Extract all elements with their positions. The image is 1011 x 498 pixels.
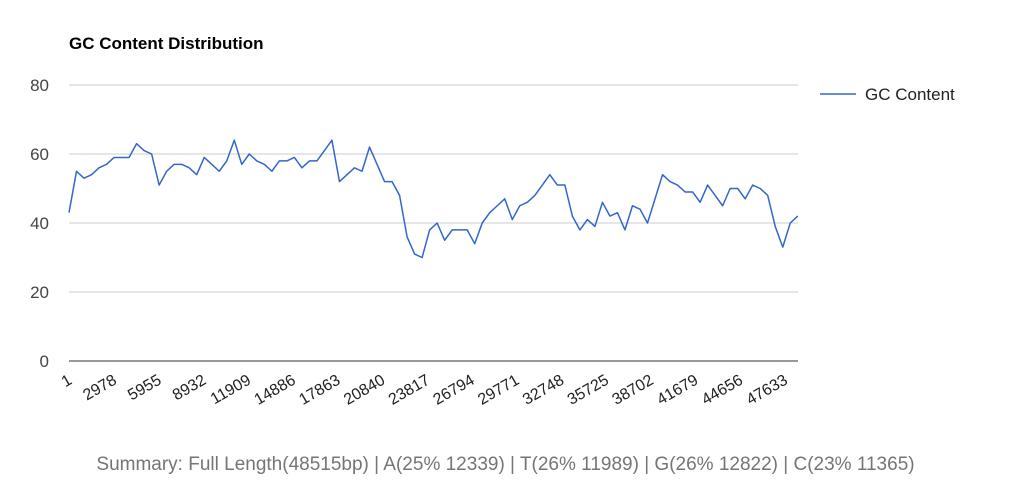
x-tick-label: 20840: [341, 372, 388, 409]
x-tick-label: 44656: [699, 372, 746, 409]
x-tick-label: 35725: [565, 372, 612, 409]
y-tick-label: 20: [30, 283, 49, 302]
x-tick-label: 1: [59, 372, 75, 391]
x-tick-label: 8932: [170, 372, 209, 405]
x-tick-label: 41679: [654, 372, 701, 409]
x-tick-label: 17863: [296, 372, 343, 409]
legend-label: GC Content: [865, 85, 955, 104]
summary: Summary: Full Length(48515bp) | A(25% 12…: [96, 454, 915, 475]
x-tick-label: 2978: [80, 372, 119, 405]
x-tick-label: 5955: [125, 372, 164, 405]
x-tick-label: 29771: [475, 372, 522, 409]
x-tick-label: 38702: [610, 372, 657, 409]
x-tick-label: 32748: [520, 372, 567, 409]
y-tick-label: 80: [30, 76, 49, 95]
chart-title: GC Content Distribution: [69, 34, 264, 53]
y-tick-label: 60: [30, 145, 49, 164]
x-tick-label: 23817: [386, 372, 433, 409]
chart: GC Content Distribution 0 20 40 60 80 1 2978 59…: [30, 34, 955, 409]
data-line: [68, 139, 799, 259]
x-tick-label: 26794: [431, 372, 478, 409]
y-tick-label: 0: [40, 352, 49, 371]
y-tick-label: 40: [30, 214, 49, 233]
x-tick-label: 11909: [208, 372, 254, 408]
x-tick-label: 47633: [744, 372, 791, 409]
x-tick-label: 14886: [252, 372, 299, 409]
